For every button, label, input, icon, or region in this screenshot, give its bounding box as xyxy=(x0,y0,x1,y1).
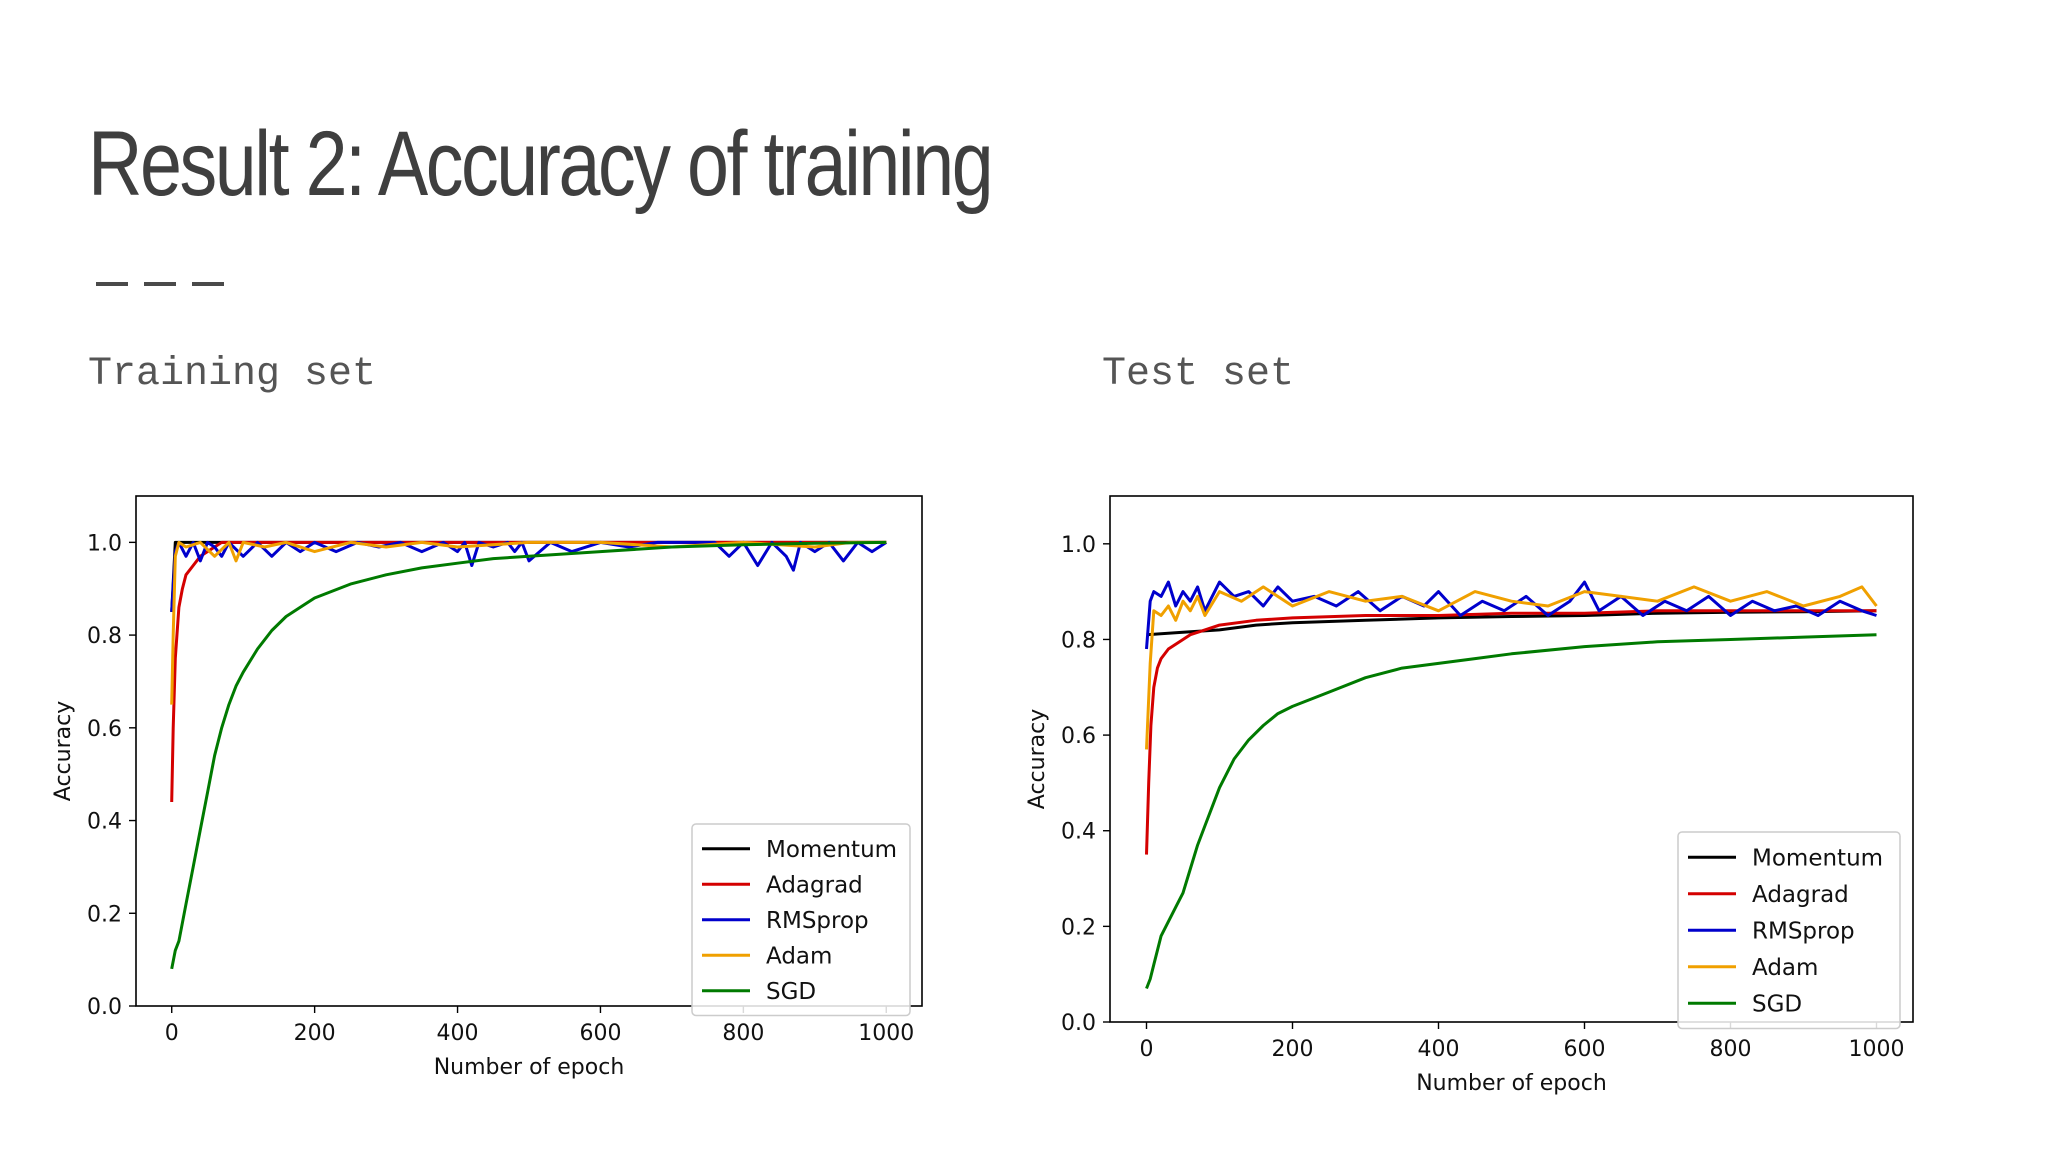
legend-label-adam: Adam xyxy=(1752,955,1818,981)
legend-label-momentum: Momentum xyxy=(1752,845,1883,871)
y-tick-label: 0.0 xyxy=(87,995,122,1020)
legend-label-rmsprop: RMSprop xyxy=(766,908,869,934)
series-line-rmsprop xyxy=(170,540,888,612)
y-tick-label: 0.6 xyxy=(1061,724,1096,749)
legend-box xyxy=(691,823,911,1017)
x-tick-label: 1000 xyxy=(1849,1037,1905,1062)
y-tick-label: 0.2 xyxy=(87,902,122,927)
series-line-sgd xyxy=(170,540,887,970)
series-line-sgd xyxy=(1145,633,1877,990)
x-tick-label: 600 xyxy=(1564,1037,1606,1062)
x-tick-label: 800 xyxy=(1710,1037,1752,1062)
series-line-adagrad xyxy=(1145,609,1877,855)
divider-dash xyxy=(144,282,176,286)
legend-label-adagrad: Adagrad xyxy=(766,872,863,898)
legend-label-sgd: SGD xyxy=(1752,991,1802,1017)
y-tick-label: 0.8 xyxy=(87,624,122,649)
legend-box xyxy=(1677,831,1901,1030)
y-tick-label: 1.0 xyxy=(87,531,122,556)
legend-label-momentum: Momentum xyxy=(766,837,897,863)
divider-dash xyxy=(96,282,128,286)
x-tick-label: 600 xyxy=(579,1021,621,1046)
y-tick-label: 0.6 xyxy=(87,717,122,742)
training-accuracy-chart: 0 200 400 600 800 1000 0.0 0.2 0.4 0.6 0.8 1.0 Numbe… xyxy=(51,495,923,1080)
x-tick-label: 800 xyxy=(722,1021,764,1046)
y-tick-label: 1.0 xyxy=(1061,533,1096,558)
axes-frame xyxy=(1109,495,1914,1023)
slide-title: Result 2: Accuracy of training xyxy=(88,113,994,215)
series-line-adam xyxy=(1145,585,1878,750)
y-tick-label: 0.4 xyxy=(87,810,122,835)
title-divider xyxy=(96,282,224,287)
y-tick-label: 0.8 xyxy=(1061,628,1096,653)
x-tick-label: 200 xyxy=(294,1021,336,1046)
x-tick-label: 0 xyxy=(1140,1037,1154,1062)
x-tick-label: 200 xyxy=(1272,1037,1314,1062)
test-accuracy-chart: 0 200 400 600 800 1000 0.0 0.2 0.4 0.6 0.8 1.0 Numbe… xyxy=(1025,495,1914,1096)
test-set-label: Test set xyxy=(1102,352,1295,397)
x-axis-label: Number of epoch xyxy=(434,1055,625,1080)
y-tick-label: 0.0 xyxy=(1061,1011,1096,1036)
x-tick-label: 0 xyxy=(165,1021,179,1046)
y-tick-label: 0.2 xyxy=(1061,915,1096,940)
legend-label-adam: Adam xyxy=(766,943,832,969)
divider-dash xyxy=(192,282,224,286)
legend-label-adagrad: Adagrad xyxy=(1752,882,1849,908)
y-axis-label: Accuracy xyxy=(51,701,76,801)
x-tick-label: 1000 xyxy=(858,1021,914,1046)
y-tick-label: 0.4 xyxy=(1061,820,1096,845)
legend-label-sgd: SGD xyxy=(766,979,816,1005)
series-line-rmsprop xyxy=(1145,580,1877,650)
x-axis-label: Number of epoch xyxy=(1416,1071,1607,1096)
x-tick-label: 400 xyxy=(1418,1037,1460,1062)
legend-label-rmsprop: RMSprop xyxy=(1752,918,1855,944)
training-set-label: Training set xyxy=(88,352,377,397)
y-axis-label: Accuracy xyxy=(1025,709,1050,809)
x-tick-label: 400 xyxy=(437,1021,479,1046)
axes-frame xyxy=(135,495,923,1007)
